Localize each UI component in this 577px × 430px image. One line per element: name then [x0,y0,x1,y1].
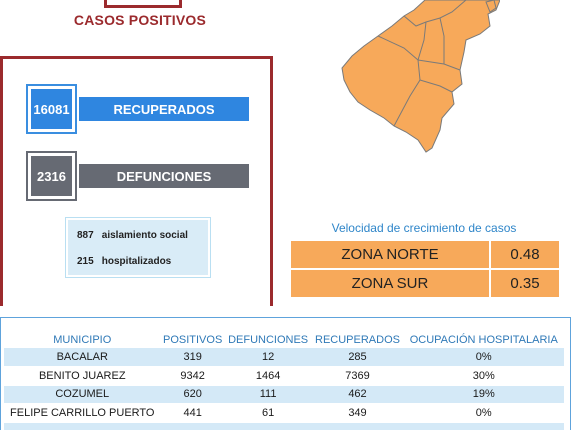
col-municipio: MUNICIPIO [4,331,161,348]
cell-defunciones: 12 [224,348,312,367]
municipios-table: MUNICIPIO POSITIVOS DEFUNCIONES RECUPERA… [4,331,564,430]
cell-defunciones: 1464 [224,366,312,386]
zone-name: ZONA SUR [289,268,491,299]
table-row [4,422,564,430]
col-defunciones: DEFUNCIONES [224,331,312,348]
cell-recuperados [311,422,404,430]
municipios-frame [0,317,571,430]
island-shape [485,0,497,13]
cell-ocupacion: 0% [403,403,564,423]
cell-positivos: 9342 [160,366,225,386]
cell-defunciones: 61 [224,403,312,423]
page-title: CASOS POSITIVOS [73,12,207,28]
velocidad-title: Velocidad de crecimiento de casos [331,221,517,235]
cell-defunciones: 111 [224,385,312,404]
recuperados-label: RECUPERADOS [79,97,249,121]
hospitalizados-label: hospitalizados [101,256,172,267]
cell-municipio: FELIPE CARRILLO PUERTO [4,403,161,423]
zone-table: ZONA NORTE 0.48 ZONA SUR 0.35 [289,239,561,299]
cell-positivos: 319 [160,348,225,367]
hospitalizados-line: 215 hospitalizados [77,256,171,267]
table-row: FELIPE CARRILLO PUERTO 441 61 349 0% [4,403,564,423]
cell-recuperados: 285 [311,348,404,367]
aislamiento-line: 887 aislamiento social [77,230,188,241]
stats-frame [0,56,273,306]
defunciones-count: 2316 [28,153,75,199]
defunciones-label: DEFUNCIONES [79,164,249,188]
cell-ocupacion [403,422,564,430]
recuperados-count: 16081 [28,86,75,132]
cell-municipio: BENITO JUAREZ [4,366,161,386]
table-header-row: MUNICIPIO POSITIVOS DEFUNCIONES RECUPERA… [4,331,564,348]
cell-recuperados: 462 [311,385,404,404]
col-positivos: POSITIVOS [160,331,225,348]
table-row: BENITO JUAREZ 9342 1464 7369 30% [4,366,564,386]
cell-municipio: BACALAR [4,348,161,367]
col-recuperados: RECUPERADOS [311,331,404,348]
cell-positivos [160,422,225,430]
top-decoration-box [104,0,182,8]
table-row: COZUMEL 620 111 462 19% [4,385,564,404]
aislamiento-label: aislamiento social [101,230,188,241]
zone-value: 0.48 [489,239,561,270]
zone-row: ZONA SUR 0.35 [289,268,561,299]
cell-recuperados: 349 [311,403,404,423]
stats-frame-edge [0,56,3,306]
zone-name: ZONA NORTE [289,239,491,270]
state-map-shape [341,0,500,153]
zone-value: 0.35 [489,268,561,299]
cell-ocupacion: 0% [403,348,564,367]
cell-defunciones [224,422,312,430]
zone-row: ZONA NORTE 0.48 [289,239,561,270]
hospitalizados-count: 215 [77,256,94,267]
cell-ocupacion: 19% [403,385,564,404]
col-ocupacion: OCUPACIÓN HOSPITALARIA [403,331,564,348]
aislamiento-count: 887 [77,230,94,241]
state-map [341,0,500,153]
info-box: 887 aislamiento social 215 hospitalizado… [66,218,210,277]
cell-municipio: COZUMEL [4,385,161,404]
cell-positivos: 620 [160,385,225,404]
cell-recuperados: 7369 [311,366,404,386]
table-row: BACALAR 319 12 285 0% [4,348,564,367]
cell-municipio [4,422,161,430]
cell-ocupacion: 30% [403,366,564,386]
cell-positivos: 441 [160,403,225,423]
